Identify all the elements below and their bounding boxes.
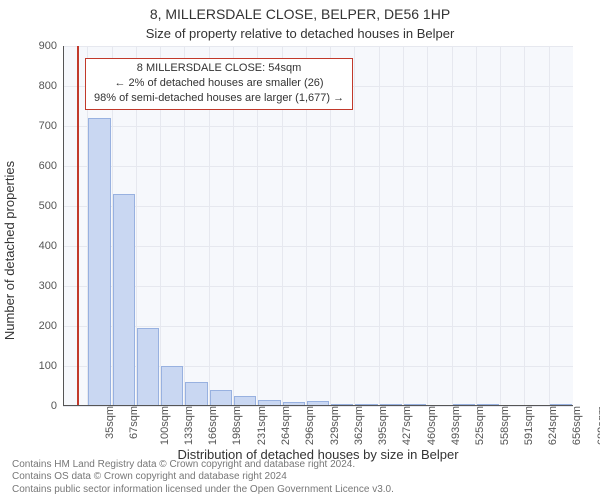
histogram-bar <box>88 118 110 406</box>
footer-attribution: Contains HM Land Registry data © Crown c… <box>12 459 394 497</box>
chart-title-line2: Size of property relative to detached ho… <box>0 26 600 41</box>
histogram-bar <box>185 382 207 406</box>
x-tick-label: 296sqm <box>300 406 316 445</box>
histogram-bar <box>137 328 159 406</box>
x-tick-label: 329sqm <box>325 406 341 445</box>
x-tick-label: 525sqm <box>470 406 486 445</box>
y-tick-label: 700 <box>39 120 63 132</box>
y-axis-line <box>63 46 64 406</box>
histogram-bar <box>113 194 135 406</box>
x-tick-label: 591sqm <box>519 406 535 445</box>
footer-line-1: Contains HM Land Registry data © Crown c… <box>12 459 394 472</box>
x-tick-label: 264sqm <box>276 406 292 445</box>
x-tick-label: 558sqm <box>495 406 511 445</box>
y-tick-label: 600 <box>39 160 63 172</box>
x-tick-label: 231sqm <box>252 406 268 445</box>
x-tick-label: 133sqm <box>179 406 195 445</box>
plot-area: 8 MILLERSDALE CLOSE: 54sqm ← 2% of detac… <box>63 46 573 406</box>
annotation-box: 8 MILLERSDALE CLOSE: 54sqm ← 2% of detac… <box>85 58 353 110</box>
y-tick-label: 900 <box>39 40 63 52</box>
footer-line-2: Contains OS data © Crown copyright and d… <box>12 471 394 484</box>
annotation-line-2: ← 2% of detached houses are smaller (26) <box>94 76 344 91</box>
chart-title-line1: 8, MILLERSDALE CLOSE, BELPER, DE56 1HP <box>0 6 600 22</box>
x-tick-label: 395sqm <box>373 406 389 445</box>
histogram-bar <box>210 390 232 406</box>
x-tick-label: 198sqm <box>228 406 244 445</box>
footer-line-3: Contains public sector information licen… <box>12 484 394 497</box>
x-tick-label: 100sqm <box>155 406 171 445</box>
x-tick-label: 35sqm <box>100 406 116 439</box>
y-tick-label: 300 <box>39 280 63 292</box>
x-tick-label: 362sqm <box>349 406 365 445</box>
x-tick-label: 493sqm <box>446 406 462 445</box>
y-tick-label: 800 <box>39 80 63 92</box>
y-tick-label: 0 <box>51 400 63 412</box>
x-tick-label: 624sqm <box>543 406 559 445</box>
y-tick-label: 100 <box>39 360 63 372</box>
y-axis-label: Number of detached properties <box>2 0 18 500</box>
y-tick-label: 400 <box>39 240 63 252</box>
x-tick-label: 656sqm <box>568 406 584 445</box>
annotation-line-1: 8 MILLERSDALE CLOSE: 54sqm <box>94 61 344 76</box>
chart-container: 8, MILLERSDALE CLOSE, BELPER, DE56 1HP S… <box>0 0 600 500</box>
y-axis-label-text: Number of detached properties <box>3 160 18 339</box>
y-tick-label: 200 <box>39 320 63 332</box>
histogram-bar <box>161 366 183 406</box>
x-tick-label: 460sqm <box>422 406 438 445</box>
x-tick-label: 427sqm <box>398 406 414 445</box>
y-tick-label: 500 <box>39 200 63 212</box>
value-marker-line <box>77 46 79 406</box>
x-tick-label: 166sqm <box>203 406 219 445</box>
x-tick-label: 67sqm <box>124 406 140 439</box>
x-tick-label: 689sqm <box>592 406 600 445</box>
annotation-line-3: 98% of semi-detached houses are larger (… <box>94 91 344 106</box>
